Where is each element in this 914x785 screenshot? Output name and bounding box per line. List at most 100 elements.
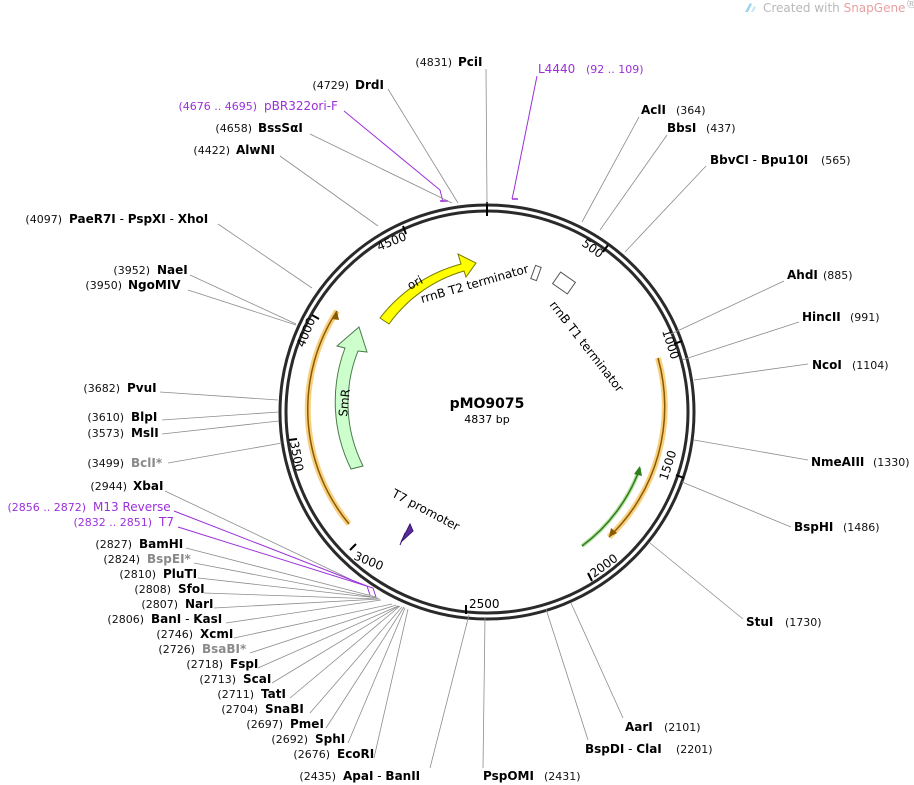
site-nmeaiii[interactable]: NmeAIII (1330): [811, 455, 910, 469]
svg-text:(4831): (4831): [415, 56, 452, 69]
svg-text:BssSαI: BssSαI: [258, 121, 303, 135]
svg-text:(2832 .. 2851): (2832 .. 2851): [73, 516, 152, 529]
site-nari[interactable]: (2807) NarI: [141, 597, 213, 611]
site-bbvci[interactable]: BbvCI - Bpu10I (565): [710, 153, 851, 167]
svg-text:(2810): (2810): [119, 568, 156, 581]
svg-text:NarI: NarI: [185, 597, 214, 611]
feature-ori[interactable]: ori: [379, 253, 477, 325]
svg-text:(885): (885): [823, 269, 853, 282]
primer-l4440[interactable]: L4440 (92 .. 109): [538, 62, 644, 76]
site-sfoi[interactable]: (2808) SfoI: [134, 582, 204, 596]
site-pcii[interactable]: (4831) PciI: [415, 55, 482, 69]
site-apai[interactable]: (2435) ApaI - BanII: [299, 769, 420, 783]
svg-text:(1330): (1330): [873, 456, 910, 469]
site-bamhi[interactable]: (2827) BamHI: [95, 537, 183, 551]
site-pvui[interactable]: (3682) PvuI: [83, 381, 156, 395]
site-bsssai[interactable]: (4658) BssSαI: [215, 121, 302, 135]
svg-text:XcmI: XcmI: [200, 627, 233, 641]
svg-text:BbvCI - Bpu10I: BbvCI - Bpu10I: [710, 153, 808, 167]
site-pmei[interactable]: (2697) PmeI: [246, 717, 323, 731]
feature-smr[interactable]: SmR: [334, 326, 368, 470]
site-drdi[interactable]: (4729) DrdI: [312, 78, 384, 92]
feature-rrnb-t2-terminator[interactable]: rrnB T2 terminator: [419, 262, 542, 306]
svg-text:3500: 3500: [287, 440, 306, 473]
svg-text:(2808): (2808): [134, 583, 171, 596]
plasmid-backbone: [278, 202, 696, 621]
svg-text:BspDI - ClaI: BspDI - ClaI: [585, 742, 662, 756]
svg-text:StuI: StuI: [746, 615, 773, 629]
site-ecori[interactable]: (2676) EcoRI: [293, 747, 374, 761]
svg-text:(4729): (4729): [312, 79, 349, 92]
site-snabi[interactable]: (2704) SnaBI: [221, 702, 303, 716]
leader-lines: [159, 68, 809, 769]
site-alwni[interactable]: (4422) AlwNI: [193, 143, 275, 157]
site-msli[interactable]: (3573) MslI: [87, 426, 158, 440]
site-bcli[interactable]: (3499) BclI*: [87, 456, 162, 470]
site-xcmi[interactable]: (2746) XcmI: [156, 627, 233, 641]
svg-text:(3573): (3573): [87, 427, 124, 440]
site-hincii[interactable]: HincII (991): [802, 310, 880, 324]
svg-text:(2856 .. 2872): (2856 .. 2872): [7, 501, 86, 514]
site-ncoi[interactable]: NcoI (1104): [812, 358, 889, 372]
site-naei[interactable]: (3952) NaeI: [113, 263, 187, 277]
svg-text:(2726): (2726): [158, 643, 195, 656]
svg-text:(4676 .. 4695): (4676 .. 4695): [178, 100, 257, 113]
site-pspomi[interactable]: PspOMI (2431): [483, 769, 581, 783]
site-acli[interactable]: AclI (364): [641, 103, 706, 117]
svg-text:4500: 4500: [375, 229, 409, 253]
primer-t7[interactable]: (2832 .. 2851) T7: [73, 515, 174, 529]
svg-text:pBR322ori-F: pBR322ori-F: [264, 99, 338, 113]
svg-text:2500: 2500: [469, 597, 500, 611]
svg-text:ApaI - BanII: ApaI - BanII: [343, 769, 420, 783]
site-paer7i[interactable]: (4097) PaeR7I - PspXI - XhoI: [25, 212, 208, 226]
site-sphi[interactable]: (2692) SphI: [271, 732, 345, 746]
svg-text:M13 Reverse: M13 Reverse: [93, 500, 171, 514]
site-bbsi[interactable]: BbsI (437): [667, 121, 736, 135]
site-bsphi[interactable]: BspHI (1486): [794, 520, 880, 534]
site-pluti[interactable]: (2810) PluTI: [119, 567, 197, 581]
site-bspei[interactable]: (2824) BspEI*: [103, 552, 191, 566]
svg-text:BamHI: BamHI: [139, 537, 183, 551]
svg-text:HincII: HincII: [802, 310, 841, 324]
site-ahdi[interactable]: AhdI (885): [787, 268, 853, 282]
svg-text:3000: 3000: [352, 549, 386, 573]
site-bsabi[interactable]: (2726) BsaBI*: [158, 642, 247, 656]
site-aari[interactable]: AarI (2101): [625, 720, 701, 734]
svg-text:DrdI: DrdI: [355, 78, 384, 92]
t7-promoter-label: T7 promoter: [389, 486, 462, 534]
site-scai[interactable]: (2713) ScaI: [199, 672, 271, 686]
site-ngomiv[interactable]: (3950) NgoMIV: [85, 278, 181, 292]
site-xbai[interactable]: (2944) XbaI: [90, 479, 163, 493]
svg-text:BclI*: BclI*: [131, 456, 163, 470]
svg-text:(1486): (1486): [843, 521, 880, 534]
site-fspi[interactable]: (2718) FspI: [186, 657, 258, 671]
site-bani[interactable]: (2806) BanI - KasI: [107, 612, 222, 626]
tick-3500: 3500: [287, 438, 306, 473]
svg-text:PluTI: PluTI: [163, 567, 197, 581]
svg-text:(2824): (2824): [103, 553, 140, 566]
feature-t7-promoter[interactable]: T7 promoter: [389, 486, 462, 546]
svg-text:XbaI: XbaI: [133, 479, 163, 493]
svg-text:(991): (991): [850, 311, 880, 324]
plasmid-length: 4837 bp: [464, 413, 509, 426]
site-tati[interactable]: (2711) TatI: [217, 687, 286, 701]
svg-text:(2201): (2201): [676, 743, 713, 756]
svg-text:(2435): (2435): [299, 770, 336, 783]
svg-text:(3952): (3952): [113, 264, 150, 277]
svg-text:PciI: PciI: [458, 55, 483, 69]
svg-text:(364): (364): [676, 104, 706, 117]
svg-text:(2746): (2746): [156, 628, 193, 641]
svg-text:(92 .. 109): (92 .. 109): [586, 63, 644, 76]
svg-text:FspI: FspI: [230, 657, 258, 671]
svg-text:AlwNI: AlwNI: [236, 143, 275, 157]
site-pbr322ori-f[interactable]: (4676 .. 4695) pBR322ori-F: [178, 99, 338, 113]
site-stui[interactable]: StuI (1730): [746, 615, 822, 629]
feature-rrnb-t1-terminator[interactable]: rrnB T1 terminator: [547, 271, 627, 395]
svg-text:BanI - KasI: BanI - KasI: [151, 612, 222, 626]
site-bspdi[interactable]: BspDI - ClaI (2201): [585, 742, 713, 756]
svg-text:(2807): (2807): [141, 598, 178, 611]
svg-text:(2431): (2431): [544, 770, 581, 783]
site-blpi[interactable]: (3610) BlpI: [87, 410, 157, 424]
primer-m13-reverse[interactable]: (2856 .. 2872) M13 Reverse: [7, 500, 170, 514]
snapgene-watermark[interactable]: Created with SnapGene®: [745, 0, 914, 15]
